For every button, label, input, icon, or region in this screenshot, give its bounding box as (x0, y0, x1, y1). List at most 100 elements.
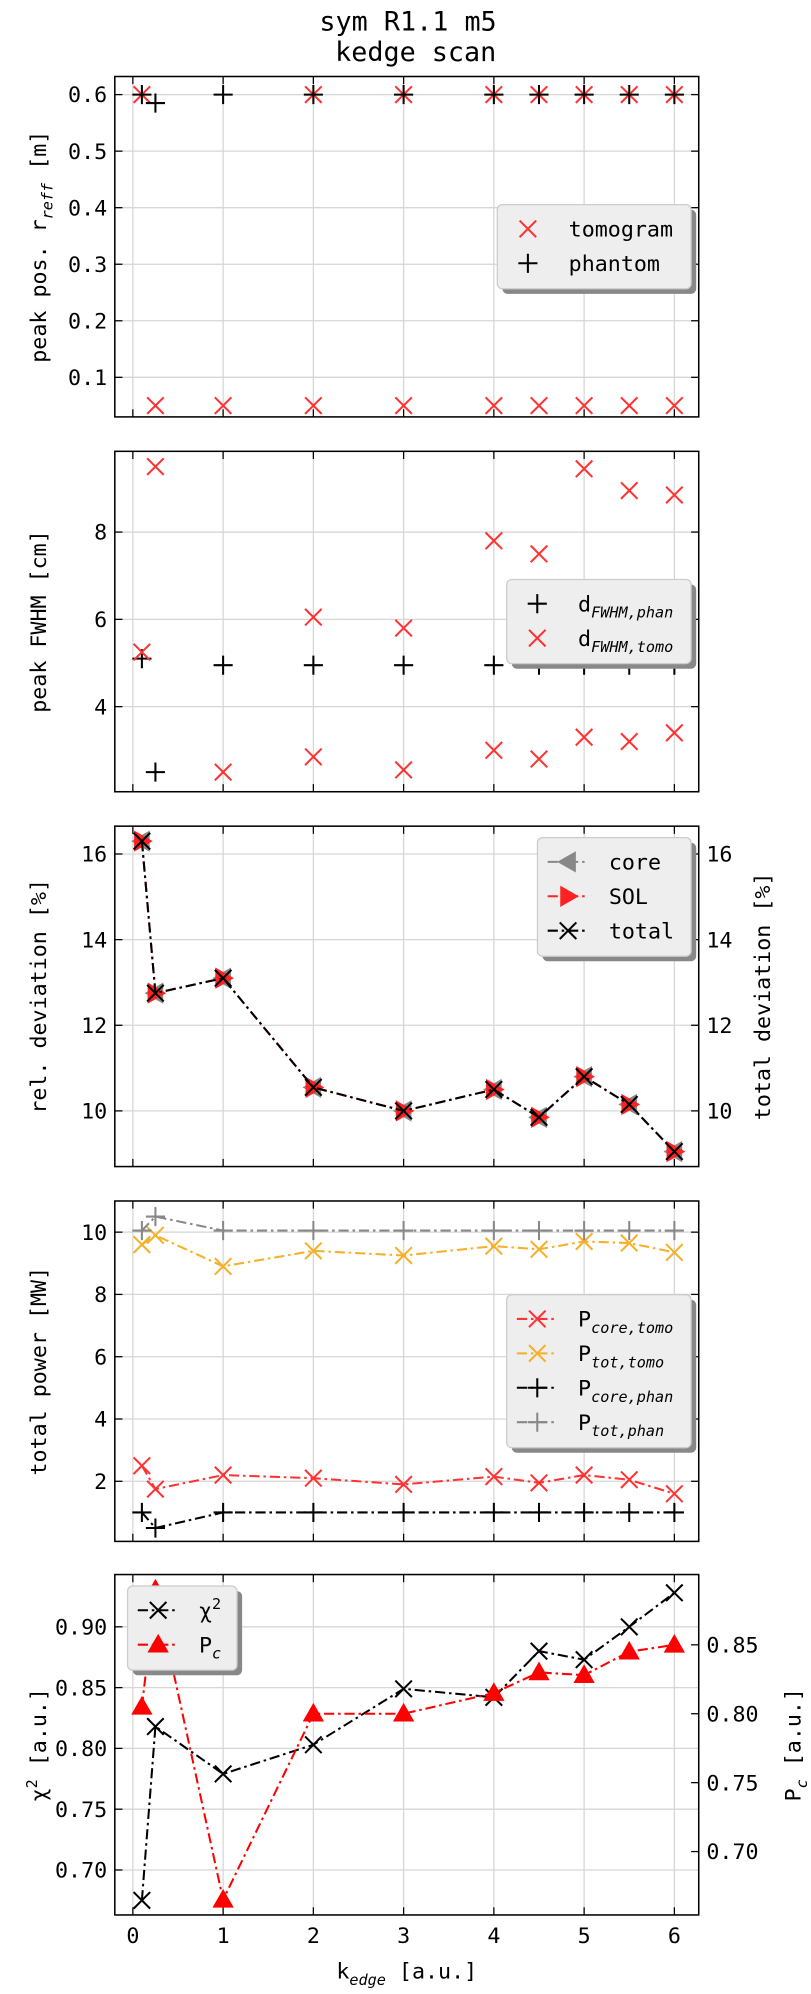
marker (132, 1891, 151, 1910)
marker (394, 1502, 414, 1522)
y2-tick-label: 0.70 (706, 1840, 758, 1865)
y-tick-label: 0.70 (55, 1859, 107, 1884)
label-part: [a.u.] (27, 1688, 52, 1779)
marker (484, 1237, 503, 1256)
marker (484, 1467, 503, 1486)
series-line (141, 1234, 675, 1268)
series-line (141, 1511, 675, 1530)
label-part: tot,tomo (591, 1353, 664, 1371)
legend-marker (518, 253, 538, 273)
x-tick-label: 6 (668, 1924, 681, 1949)
legend-label: Ptot,phan (578, 1411, 664, 1440)
marker (132, 643, 151, 662)
y-tick-label: 0.90 (55, 1615, 107, 1640)
label-part: c (793, 1779, 811, 1788)
marker (620, 732, 639, 751)
legend (496, 203, 692, 290)
y-tick-label: 0.80 (55, 1737, 107, 1762)
marker (146, 1480, 165, 1499)
marker (392, 1702, 415, 1722)
label-part: tomogram (569, 218, 673, 243)
label-part: rel. deviation [%] (27, 879, 52, 1114)
label-part: P (578, 1411, 591, 1436)
axes-frame (114, 1200, 700, 1543)
marker (146, 1226, 165, 1245)
marker (146, 984, 165, 1003)
label-part: peak pos. r (27, 219, 52, 362)
y2-tick-label: 0.75 (706, 1771, 758, 1796)
y-tick-label: 8 (94, 521, 107, 546)
marker (214, 763, 233, 782)
marker (484, 741, 503, 760)
marker (619, 1502, 639, 1522)
label-part: χ (27, 1788, 52, 1801)
y2-tick-label: 0.85 (706, 1633, 758, 1658)
marker (665, 1243, 684, 1262)
label-part: [a.u.] (386, 1960, 477, 1985)
marker (619, 1221, 639, 1241)
marker (574, 85, 594, 105)
marker (394, 1679, 413, 1698)
legend-marker (518, 219, 537, 238)
marker (214, 1257, 233, 1276)
marker (528, 1661, 550, 1681)
marker (575, 1650, 594, 1669)
legend-label: tomogram (569, 218, 673, 243)
marker (484, 655, 504, 675)
marker (394, 619, 413, 638)
marker (131, 1696, 153, 1715)
marker (304, 608, 323, 627)
marker (304, 396, 323, 415)
y-tick-label: 10 (81, 1221, 107, 1246)
marker (304, 1469, 323, 1488)
label-part: 2 (212, 1595, 221, 1613)
marker (214, 1764, 233, 1783)
label-part: [a.u.] (782, 1688, 807, 1779)
marker (620, 1095, 639, 1114)
y2-tick-label: 12 (706, 1014, 732, 1039)
marker (665, 396, 684, 415)
marker (529, 1473, 549, 1492)
label-part: total deviation [%] (751, 872, 776, 1120)
marker (304, 1241, 323, 1260)
y2-tick-label: 14 (706, 928, 732, 953)
y-tick-label: 4 (94, 1408, 107, 1433)
legend-marker (147, 1633, 169, 1653)
legend-marker (559, 921, 578, 940)
marker (575, 1067, 594, 1086)
marker (132, 832, 151, 851)
marker (303, 85, 323, 105)
marker (575, 1232, 594, 1251)
marker (132, 1221, 152, 1241)
marker (146, 457, 165, 476)
y-axis-label: total power [MW] (27, 1267, 52, 1476)
marker (394, 85, 414, 105)
y-axis-label: peak pos. rreff [m] (27, 131, 56, 363)
legend-label: SOL (609, 885, 648, 910)
marker (484, 1080, 503, 1099)
legend-marker (528, 1344, 547, 1363)
marker (145, 1518, 165, 1538)
marker (132, 1456, 151, 1475)
series-line (141, 1215, 675, 1232)
legend-label: Ptot,tomo (578, 1342, 664, 1371)
y-axis-label: χ2 [a.u.] (23, 1688, 52, 1801)
marker (484, 531, 503, 550)
marker (618, 1640, 640, 1660)
marker (575, 396, 594, 415)
series-line (140, 1589, 675, 1903)
axes-frame (114, 1573, 700, 1916)
y-tick-label: 0.1 (68, 366, 107, 391)
y-tick-label: 0.75 (55, 1798, 107, 1823)
y-tick-label: 14 (81, 928, 107, 953)
y-tick-label: 6 (94, 1345, 107, 1370)
marker (483, 1682, 505, 1701)
axes-frame (114, 825, 700, 1168)
marker (664, 85, 684, 105)
legend-marker (557, 851, 576, 873)
y2-axis-label: Pc [a.u.] (782, 1688, 811, 1801)
y-tick-label: 6 (94, 608, 107, 633)
marker (665, 723, 684, 742)
marker (575, 728, 594, 747)
